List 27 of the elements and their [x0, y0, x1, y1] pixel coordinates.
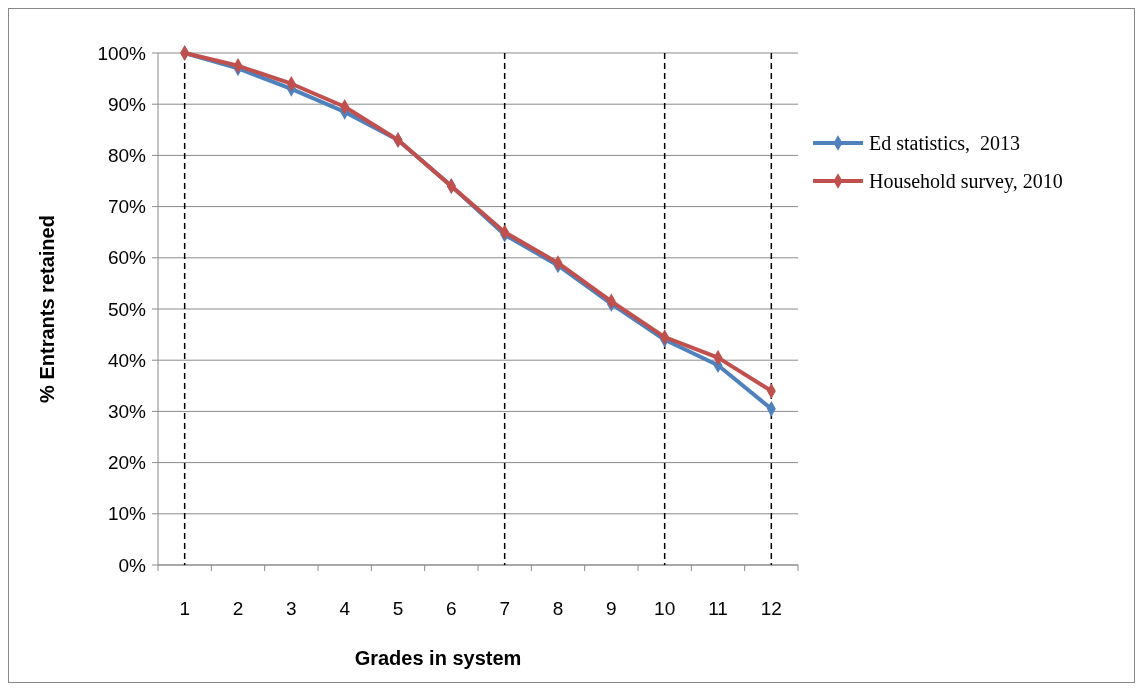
x-tick-label: 1: [179, 598, 190, 619]
y-tick-label: 20%: [107, 452, 147, 474]
y-tick-label: 30%: [107, 401, 147, 423]
y-axis-title: % Entrants retained: [36, 215, 58, 403]
x-tick-label: 9: [606, 598, 617, 619]
x-tick-label: 12: [760, 598, 782, 619]
x-tick-label: 5: [392, 598, 404, 619]
y-tick-label: 80%: [107, 145, 147, 167]
legend-label: Household survey, 2010: [869, 170, 1063, 193]
x-tick-label: 11: [708, 598, 728, 619]
y-tick-label: 40%: [107, 349, 147, 371]
x-tick-label: 10: [654, 598, 676, 619]
y-tick-label: 70%: [107, 196, 147, 218]
legend-label: Ed statistics, 2013: [869, 132, 1021, 154]
y-tick-label: 0%: [118, 554, 147, 576]
x-axis-title: Grades in system: [354, 647, 522, 669]
x-tick-label: 8: [552, 598, 564, 619]
x-tick-label: 3: [286, 598, 297, 619]
y-tick-label: 100%: [97, 42, 147, 64]
y-tick-label: 10%: [107, 503, 147, 525]
y-tick-label: 60%: [107, 247, 147, 269]
x-tick-label: 7: [499, 598, 510, 619]
x-tick-label: 4: [339, 598, 351, 619]
x-tick-label: 6: [446, 598, 457, 619]
y-tick-label: 50%: [107, 298, 147, 320]
x-tick-label: 2: [232, 598, 244, 619]
y-tick-label: 90%: [107, 93, 147, 115]
